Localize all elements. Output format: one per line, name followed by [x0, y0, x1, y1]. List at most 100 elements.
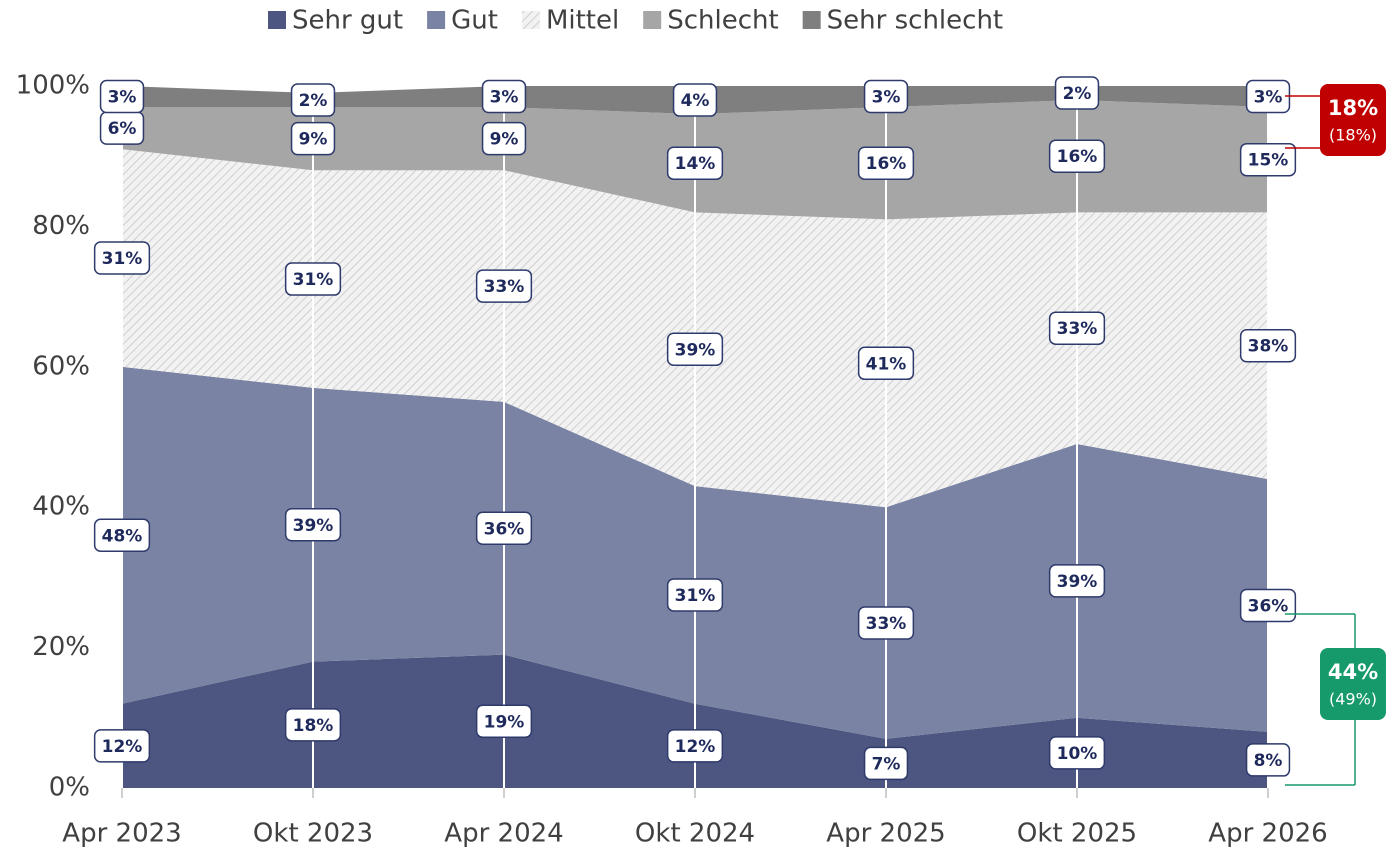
label-box: [1245, 743, 1291, 777]
label-box: [284, 708, 342, 742]
value-label: 38%: [1239, 328, 1297, 363]
value-label: 16%: [857, 146, 915, 180]
label-text: 36%: [484, 519, 525, 539]
label-box: [666, 146, 724, 180]
label-text: 9%: [299, 130, 328, 150]
value-label: 48%: [93, 518, 151, 553]
value-label: 3%: [99, 79, 145, 114]
value-label: 41%: [857, 346, 915, 381]
value-label: 6%: [99, 111, 145, 145]
label-text: 31%: [675, 586, 716, 606]
label-box: [93, 241, 151, 275]
legend-label: Sehr schlecht: [827, 6, 1003, 36]
value-label: 31%: [93, 241, 151, 275]
value-label: 2%: [290, 83, 336, 117]
y-tick-label: 20%: [32, 632, 90, 662]
label-box: [1239, 328, 1297, 363]
y-tick-label: 80%: [32, 211, 90, 241]
label-box: [857, 606, 915, 640]
value-label: 8%: [1245, 743, 1291, 777]
label-text: 16%: [1057, 147, 1098, 167]
label-text: 38%: [1248, 337, 1289, 357]
label-text: 36%: [1248, 596, 1289, 616]
label-box: [666, 729, 724, 763]
y-tick-label: 40%: [32, 492, 90, 522]
label-text: 4%: [681, 91, 710, 111]
label-box: [481, 121, 527, 156]
label-text: 19%: [484, 712, 525, 732]
label-text: 18%: [293, 716, 334, 736]
value-label: 9%: [290, 121, 336, 156]
value-label: 4%: [672, 83, 718, 117]
label-text: 15%: [1248, 151, 1289, 171]
value-label: 31%: [284, 262, 342, 296]
x-tick-label: Apr 2025: [826, 819, 945, 849]
legend-swatch: [268, 11, 286, 29]
label-box: [284, 508, 342, 542]
label-box: [290, 121, 336, 156]
legend-label: Mittel: [546, 6, 619, 36]
label-text: 16%: [866, 154, 907, 174]
label-text: 48%: [102, 526, 143, 546]
label-text: 14%: [675, 154, 716, 174]
label-box: [475, 269, 533, 303]
value-label: 39%: [666, 332, 724, 366]
label-text: 2%: [299, 91, 328, 111]
value-label: 9%: [481, 121, 527, 156]
label-box: [1054, 76, 1100, 110]
legend-swatch: [521, 11, 540, 29]
value-label: 2%: [1054, 76, 1100, 110]
label-box: [666, 578, 724, 612]
label-text: 12%: [102, 737, 143, 757]
label-box: [93, 729, 151, 763]
x-tick-label: Apr 2023: [62, 819, 181, 849]
annotation-subtext: (18%): [1329, 126, 1377, 145]
label-box: [1048, 736, 1106, 770]
label-text: 33%: [866, 614, 907, 634]
label-box: [857, 146, 915, 180]
label-box: [857, 346, 915, 381]
x-tick-label: Okt 2025: [1017, 819, 1137, 849]
label-box: [481, 79, 527, 114]
label-text: 8%: [1254, 751, 1283, 771]
label-text: 39%: [293, 516, 334, 536]
label-text: 6%: [108, 119, 137, 139]
value-label: 12%: [666, 729, 724, 763]
label-box: [475, 704, 533, 739]
label-text: 33%: [1057, 319, 1098, 339]
value-label: 3%: [863, 79, 909, 114]
annotation-subtext: (49%): [1329, 690, 1377, 709]
legend-swatch: [427, 11, 446, 29]
value-label: 12%: [93, 729, 151, 763]
label-box: [1048, 311, 1106, 345]
label-box: [1048, 139, 1106, 173]
label-text: 3%: [490, 88, 519, 108]
label-box: [1048, 564, 1106, 598]
label-box: [666, 332, 724, 366]
value-label: 10%: [1048, 736, 1106, 770]
legend-label: Schlecht: [667, 6, 778, 36]
label-box: [99, 79, 145, 114]
x-tick-label: Apr 2024: [444, 819, 563, 849]
legend-label: Sehr gut: [292, 6, 403, 36]
x-tick-label: Okt 2024: [635, 819, 755, 849]
label-text: 9%: [490, 130, 519, 150]
y-tick-label: 100%: [16, 71, 90, 101]
label-box: [290, 83, 336, 117]
value-label: 33%: [857, 606, 915, 640]
value-label: 18%: [284, 708, 342, 742]
value-label: 14%: [666, 146, 724, 180]
value-label: 33%: [1048, 311, 1106, 345]
value-label: 31%: [666, 578, 724, 612]
annotation-text: 44%: [1328, 660, 1378, 684]
legend-label: Gut: [451, 6, 498, 36]
label-text: 33%: [484, 277, 525, 297]
x-tick-label: Apr 2026: [1208, 819, 1327, 849]
label-text: 31%: [293, 270, 334, 290]
x-tick-label: Okt 2023: [253, 819, 373, 849]
y-tick-label: 60%: [32, 351, 90, 381]
label-text: 7%: [872, 754, 901, 774]
label-text: 2%: [1063, 84, 1092, 104]
label-box: [284, 262, 342, 296]
